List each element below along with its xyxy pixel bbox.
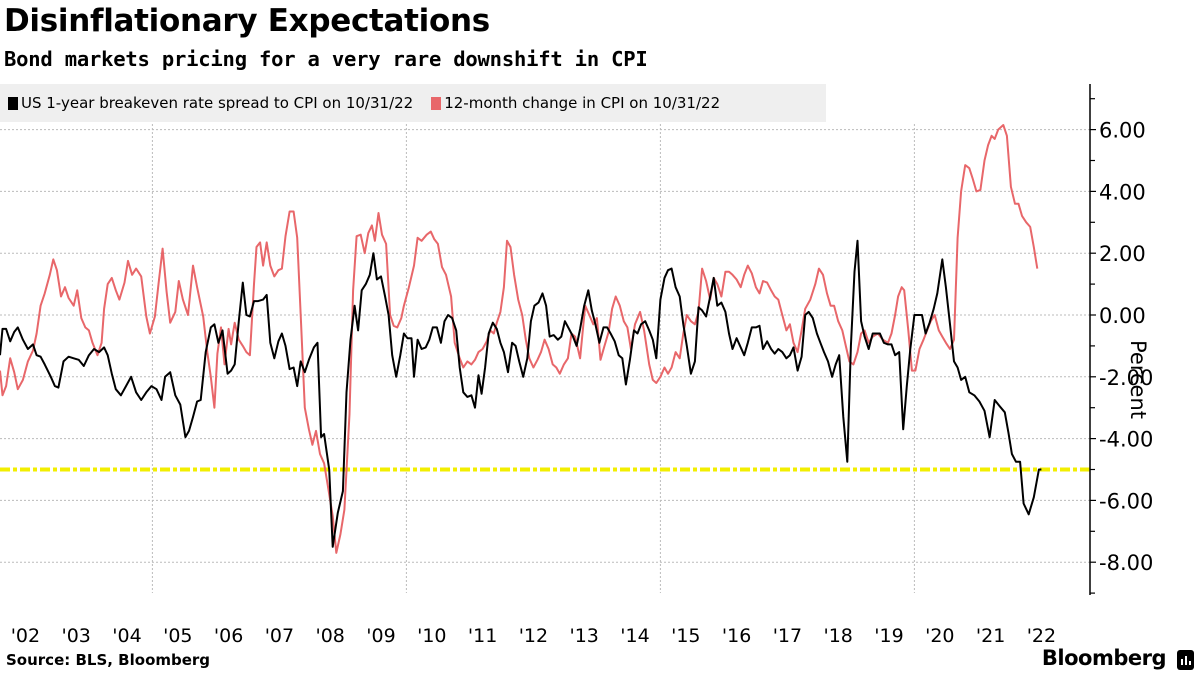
y-tick-label: -2.00 xyxy=(1099,366,1153,390)
x-tick-label: '13 xyxy=(569,625,598,647)
x-tick-label: '15 xyxy=(671,625,700,647)
y-axis: 6.00 4.00 2.00 0.00 -2.00 -4.00 -6.00 -8.00 xyxy=(1089,84,1153,595)
x-tick-label: '14 xyxy=(620,625,649,647)
source-note: Source: BLS, Bloomberg xyxy=(6,651,211,669)
y-tick-label: 6.00 xyxy=(1099,119,1146,143)
x-tick-label: '08 xyxy=(315,625,344,647)
x-tick-label: '19 xyxy=(874,625,903,647)
y-tick-label: 2.00 xyxy=(1099,242,1146,266)
legend-swatch-breakeven xyxy=(8,96,18,110)
x-tick-label: '21 xyxy=(976,625,1005,647)
chart-title: Disinflationary Expectations xyxy=(4,3,490,39)
bloomberg-icon xyxy=(1177,650,1194,670)
series-lines xyxy=(0,124,1042,554)
y-axis-label: Percent xyxy=(1126,340,1150,420)
x-tick-label: '20 xyxy=(925,625,954,647)
x-tick-label: '17 xyxy=(773,625,802,647)
gridlines xyxy=(0,124,1090,593)
x-tick-label: '22 xyxy=(1027,625,1056,647)
legend-label-cpi: 12-month change in CPI on 10/31/22 xyxy=(444,94,721,112)
x-tick-label: '02 xyxy=(11,625,40,647)
x-tick-label: '18 xyxy=(823,625,852,647)
x-tick-label: '03 xyxy=(61,625,90,647)
y-tick-label: -6.00 xyxy=(1099,489,1153,513)
legend-swatch-cpi xyxy=(431,96,442,110)
y-tick-label: -4.00 xyxy=(1099,428,1153,452)
x-tick-label: '11 xyxy=(468,625,497,647)
x-tick-label: '04 xyxy=(112,625,141,647)
x-tick-label: '12 xyxy=(519,625,548,647)
legend-item-cpi: 12-month change in CPI on 10/31/22 xyxy=(431,94,720,112)
y-tick-label: 0.00 xyxy=(1099,304,1146,328)
x-tick-label: '06 xyxy=(214,625,243,647)
x-tick-label: '05 xyxy=(163,625,192,647)
x-axis: '02 '03 '04 '05 '06 '07 '08 '09 '10 '11 '12 '13 '14 '… xyxy=(11,625,1056,647)
legend-item-breakeven: US 1-year breakeven rate spread to CPI o… xyxy=(8,94,413,112)
brand-logo-text: Bloomberg xyxy=(1041,646,1167,670)
legend-label-breakeven: US 1-year breakeven rate spread to CPI o… xyxy=(21,94,414,112)
y-tick-label: -8.00 xyxy=(1099,551,1153,575)
x-tick-label: '10 xyxy=(417,625,446,647)
x-tick-label: '16 xyxy=(722,625,751,647)
series-line-breakeven xyxy=(0,239,1042,548)
chart-subtitle: Bond markets pricing for a very rare dow… xyxy=(4,47,648,71)
x-tick-label: '07 xyxy=(265,625,294,647)
x-tick-label: '09 xyxy=(366,625,395,647)
y-tick-label: 4.00 xyxy=(1099,180,1146,204)
legend: US 1-year breakeven rate spread to CPI o… xyxy=(0,84,826,122)
series-line-cpi xyxy=(0,124,1039,554)
